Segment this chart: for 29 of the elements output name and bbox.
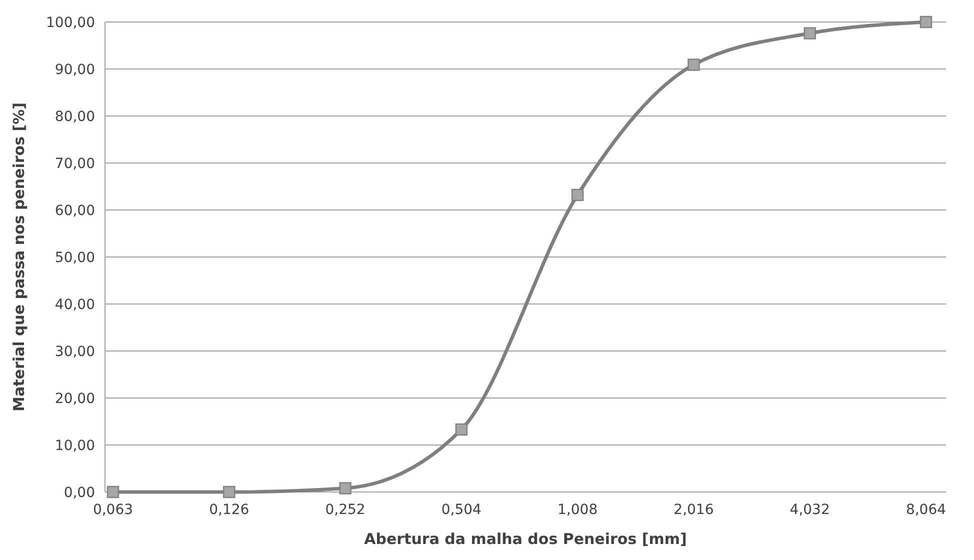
y-tick-label: 10,00 bbox=[54, 438, 95, 454]
x-tick-label: 2,016 bbox=[674, 502, 714, 518]
point bbox=[455, 423, 468, 436]
point bbox=[223, 486, 236, 498]
x-tick-label: 8,064 bbox=[906, 502, 946, 518]
y-tick-label: 30,00 bbox=[54, 344, 95, 360]
y-tick-label: 0,00 bbox=[64, 484, 95, 501]
point bbox=[920, 16, 932, 28]
point bbox=[571, 188, 584, 202]
point bbox=[804, 27, 816, 40]
y-axis-title: Material que passa nos peneiros [%] bbox=[10, 102, 28, 412]
y-tick-label: 40,00 bbox=[54, 296, 95, 313]
y-tick-label: 50,00 bbox=[54, 250, 95, 266]
y-tick-label: 100,00 bbox=[46, 14, 95, 31]
point bbox=[106, 486, 120, 498]
x-tick-label: 0,126 bbox=[209, 502, 250, 518]
x-tick-label: 0,063 bbox=[92, 502, 134, 518]
point bbox=[339, 482, 352, 494]
y-tick-label: 90,00 bbox=[54, 62, 95, 78]
y-tick-label: 80,00 bbox=[54, 108, 95, 125]
y-tick-label: 60,00 bbox=[54, 202, 95, 219]
x-tick-label: 4,032 bbox=[790, 502, 830, 518]
y-tick-label: 70,00 bbox=[54, 156, 95, 172]
x-tick-label: 1,008 bbox=[558, 502, 598, 518]
x-tick-label: 0,504 bbox=[441, 502, 482, 518]
point bbox=[688, 58, 700, 71]
x-axis-title: Abertura da malha dos Peneiros [mm] bbox=[364, 530, 687, 548]
y-tick-label: 20,00 bbox=[54, 390, 95, 407]
x-tick-label: 0,252 bbox=[325, 502, 366, 518]
